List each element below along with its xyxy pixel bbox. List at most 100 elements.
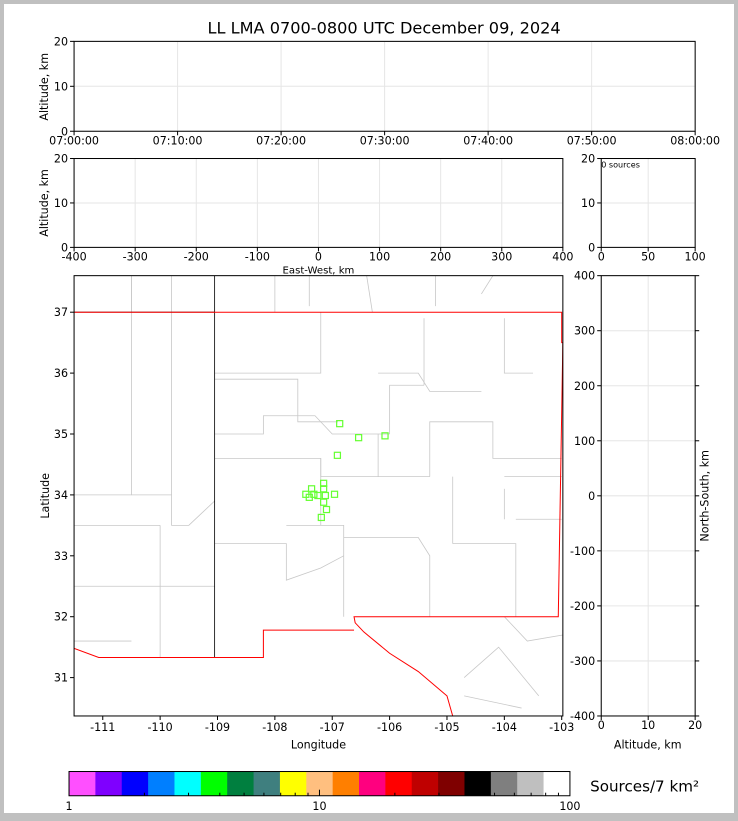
- x-tick-label: 08:00:00: [670, 134, 720, 147]
- x-tick-label: -110: [148, 721, 173, 734]
- county-boundary: [214, 543, 344, 581]
- y-tick-label: 36: [54, 367, 68, 380]
- colorbar-swatch: [279, 771, 307, 796]
- x-tick-label: -106: [377, 721, 402, 734]
- colorbar-swatch: [121, 771, 149, 796]
- colorbar-swatch: [332, 771, 360, 796]
- y-tick-label: 400: [574, 270, 595, 283]
- lightning-source-point: [319, 485, 328, 493]
- lightning-source-point: [330, 490, 339, 498]
- county-boundary: [131, 275, 172, 496]
- x-tick-label: 50: [641, 251, 655, 264]
- x-tick-label: 07:50:00: [567, 134, 617, 147]
- y-tick-label: 10: [581, 197, 595, 210]
- y-tick-label: -400: [570, 710, 595, 723]
- colorbar-swatch: [411, 771, 439, 796]
- y-tick-label: 37: [54, 306, 68, 319]
- altitude-time-panel: 07:00:00 07:10:00 07:20:00 07:30:00 07:40:00…: [49, 35, 720, 147]
- x-tick-label: -400: [61, 251, 86, 264]
- colorbar-tick-label: 1: [65, 800, 72, 813]
- x-tick-label: 07:10:00: [153, 134, 203, 147]
- county-boundary: [389, 384, 425, 435]
- y-tick-label: 0: [61, 241, 68, 254]
- x-tick-label: -107: [320, 721, 345, 734]
- plan-view-panel: -111 -110 -109 -108 -107 -106 -105 -104 -103 31 32…: [54, 275, 574, 734]
- lightning-source-point: [336, 420, 344, 428]
- y-tick-label: 10: [54, 80, 68, 93]
- county-boundary: [452, 543, 517, 617]
- lightning-source-point: [319, 498, 328, 506]
- x-tick-label: 0: [598, 719, 605, 732]
- county-boundary: [481, 275, 494, 295]
- county-boundary: [378, 372, 482, 392]
- lightning-source-point: [333, 451, 342, 459]
- plan-ylabel: Latitude: [39, 473, 52, 519]
- y-tick-label: 20: [54, 153, 68, 166]
- y-tick-label: 20: [581, 153, 595, 166]
- colorbar-swatch: [490, 771, 518, 796]
- colorbar-swatch: [253, 771, 281, 796]
- y-tick-label: 35: [54, 428, 68, 441]
- colorbar-tick-label: 100: [559, 800, 580, 813]
- x-tick-label: -105: [434, 721, 459, 734]
- county-boundary: [214, 415, 390, 435]
- y-tick-label: 200: [574, 380, 595, 393]
- x-tick-label: -111: [90, 721, 115, 734]
- hist-annotation: 0 sources: [601, 161, 640, 170]
- colorbar-swatch: [148, 771, 175, 796]
- colorbar: 1 10 100: [65, 771, 581, 813]
- y-tick-label: 100: [574, 435, 595, 448]
- axes-frame: [73, 275, 564, 717]
- county-boundary: [429, 421, 562, 477]
- lightning-source-point: [322, 505, 331, 514]
- lightning-source-point: [317, 513, 325, 522]
- x-tick-label: -103: [549, 721, 574, 734]
- y-tick-label: 300: [574, 325, 595, 338]
- y-tick-label: 20: [54, 35, 68, 48]
- y-tick-label: -100: [570, 545, 595, 558]
- lightning-source-point: [381, 432, 389, 440]
- colorbar-swatch: [200, 771, 228, 796]
- x-tick-label: -100: [245, 251, 270, 264]
- lightning-source-point: [314, 491, 322, 500]
- colorbar-swatch: [227, 771, 255, 796]
- northsouth-altitude-panel: 0 10 20 -400 -300 -200 -100 0 100 200 300 400: [570, 270, 702, 732]
- colorbar-swatch: [543, 771, 571, 796]
- y-tick-label: 31: [54, 672, 68, 685]
- x-tick-label: 200: [430, 251, 451, 264]
- x-tick-label: -109: [205, 721, 230, 734]
- y-tick-label: 33: [54, 550, 68, 563]
- lightning-source-point: [321, 491, 329, 500]
- state-boundary-red: [74, 311, 563, 716]
- time-ylabel: Altitude, km: [38, 53, 51, 121]
- y-tick-label: 34: [54, 489, 68, 502]
- y-tick-label: 32: [54, 611, 68, 624]
- county-boundary: [214, 457, 430, 478]
- x-tick-label: 0: [598, 251, 605, 264]
- international-boundary: [74, 629, 355, 659]
- x-tick-label: -104: [492, 721, 517, 734]
- x-tick-label: -200: [184, 251, 209, 264]
- county-boundary: [214, 312, 322, 374]
- figure-canvas: LL LMA 0700-0800 UTC December 09, 2024 0…: [38, 18, 720, 813]
- ns-xlabel: Altitude, km: [614, 738, 682, 751]
- altitude-histogram-panel: 0 50 100 0 10 20: [581, 153, 706, 264]
- y-tick-label: -200: [570, 600, 595, 613]
- county-boundary: [503, 318, 534, 374]
- x-tick-label: 300: [491, 251, 512, 264]
- colorbar-swatch: [464, 771, 492, 796]
- ns-ylabel: North-South, km: [698, 450, 711, 542]
- x-tick-label: 100: [685, 251, 706, 264]
- colorbar-swatch: [95, 771, 123, 796]
- x-tick-label: 07:30:00: [360, 134, 410, 147]
- plan-xlabel: Longitude: [291, 738, 346, 751]
- colorbar-swatch: [438, 771, 465, 796]
- colorbar-swatch: [174, 771, 202, 796]
- x-tick-label: -108: [262, 721, 287, 734]
- lightning-source-point: [305, 493, 313, 501]
- county-boundary: [463, 646, 540, 697]
- x-tick-label: 07:40:00: [463, 134, 513, 147]
- x-tick-label: 0: [315, 251, 322, 264]
- county-boundary: [343, 537, 431, 617]
- y-tick-label: -300: [570, 655, 595, 668]
